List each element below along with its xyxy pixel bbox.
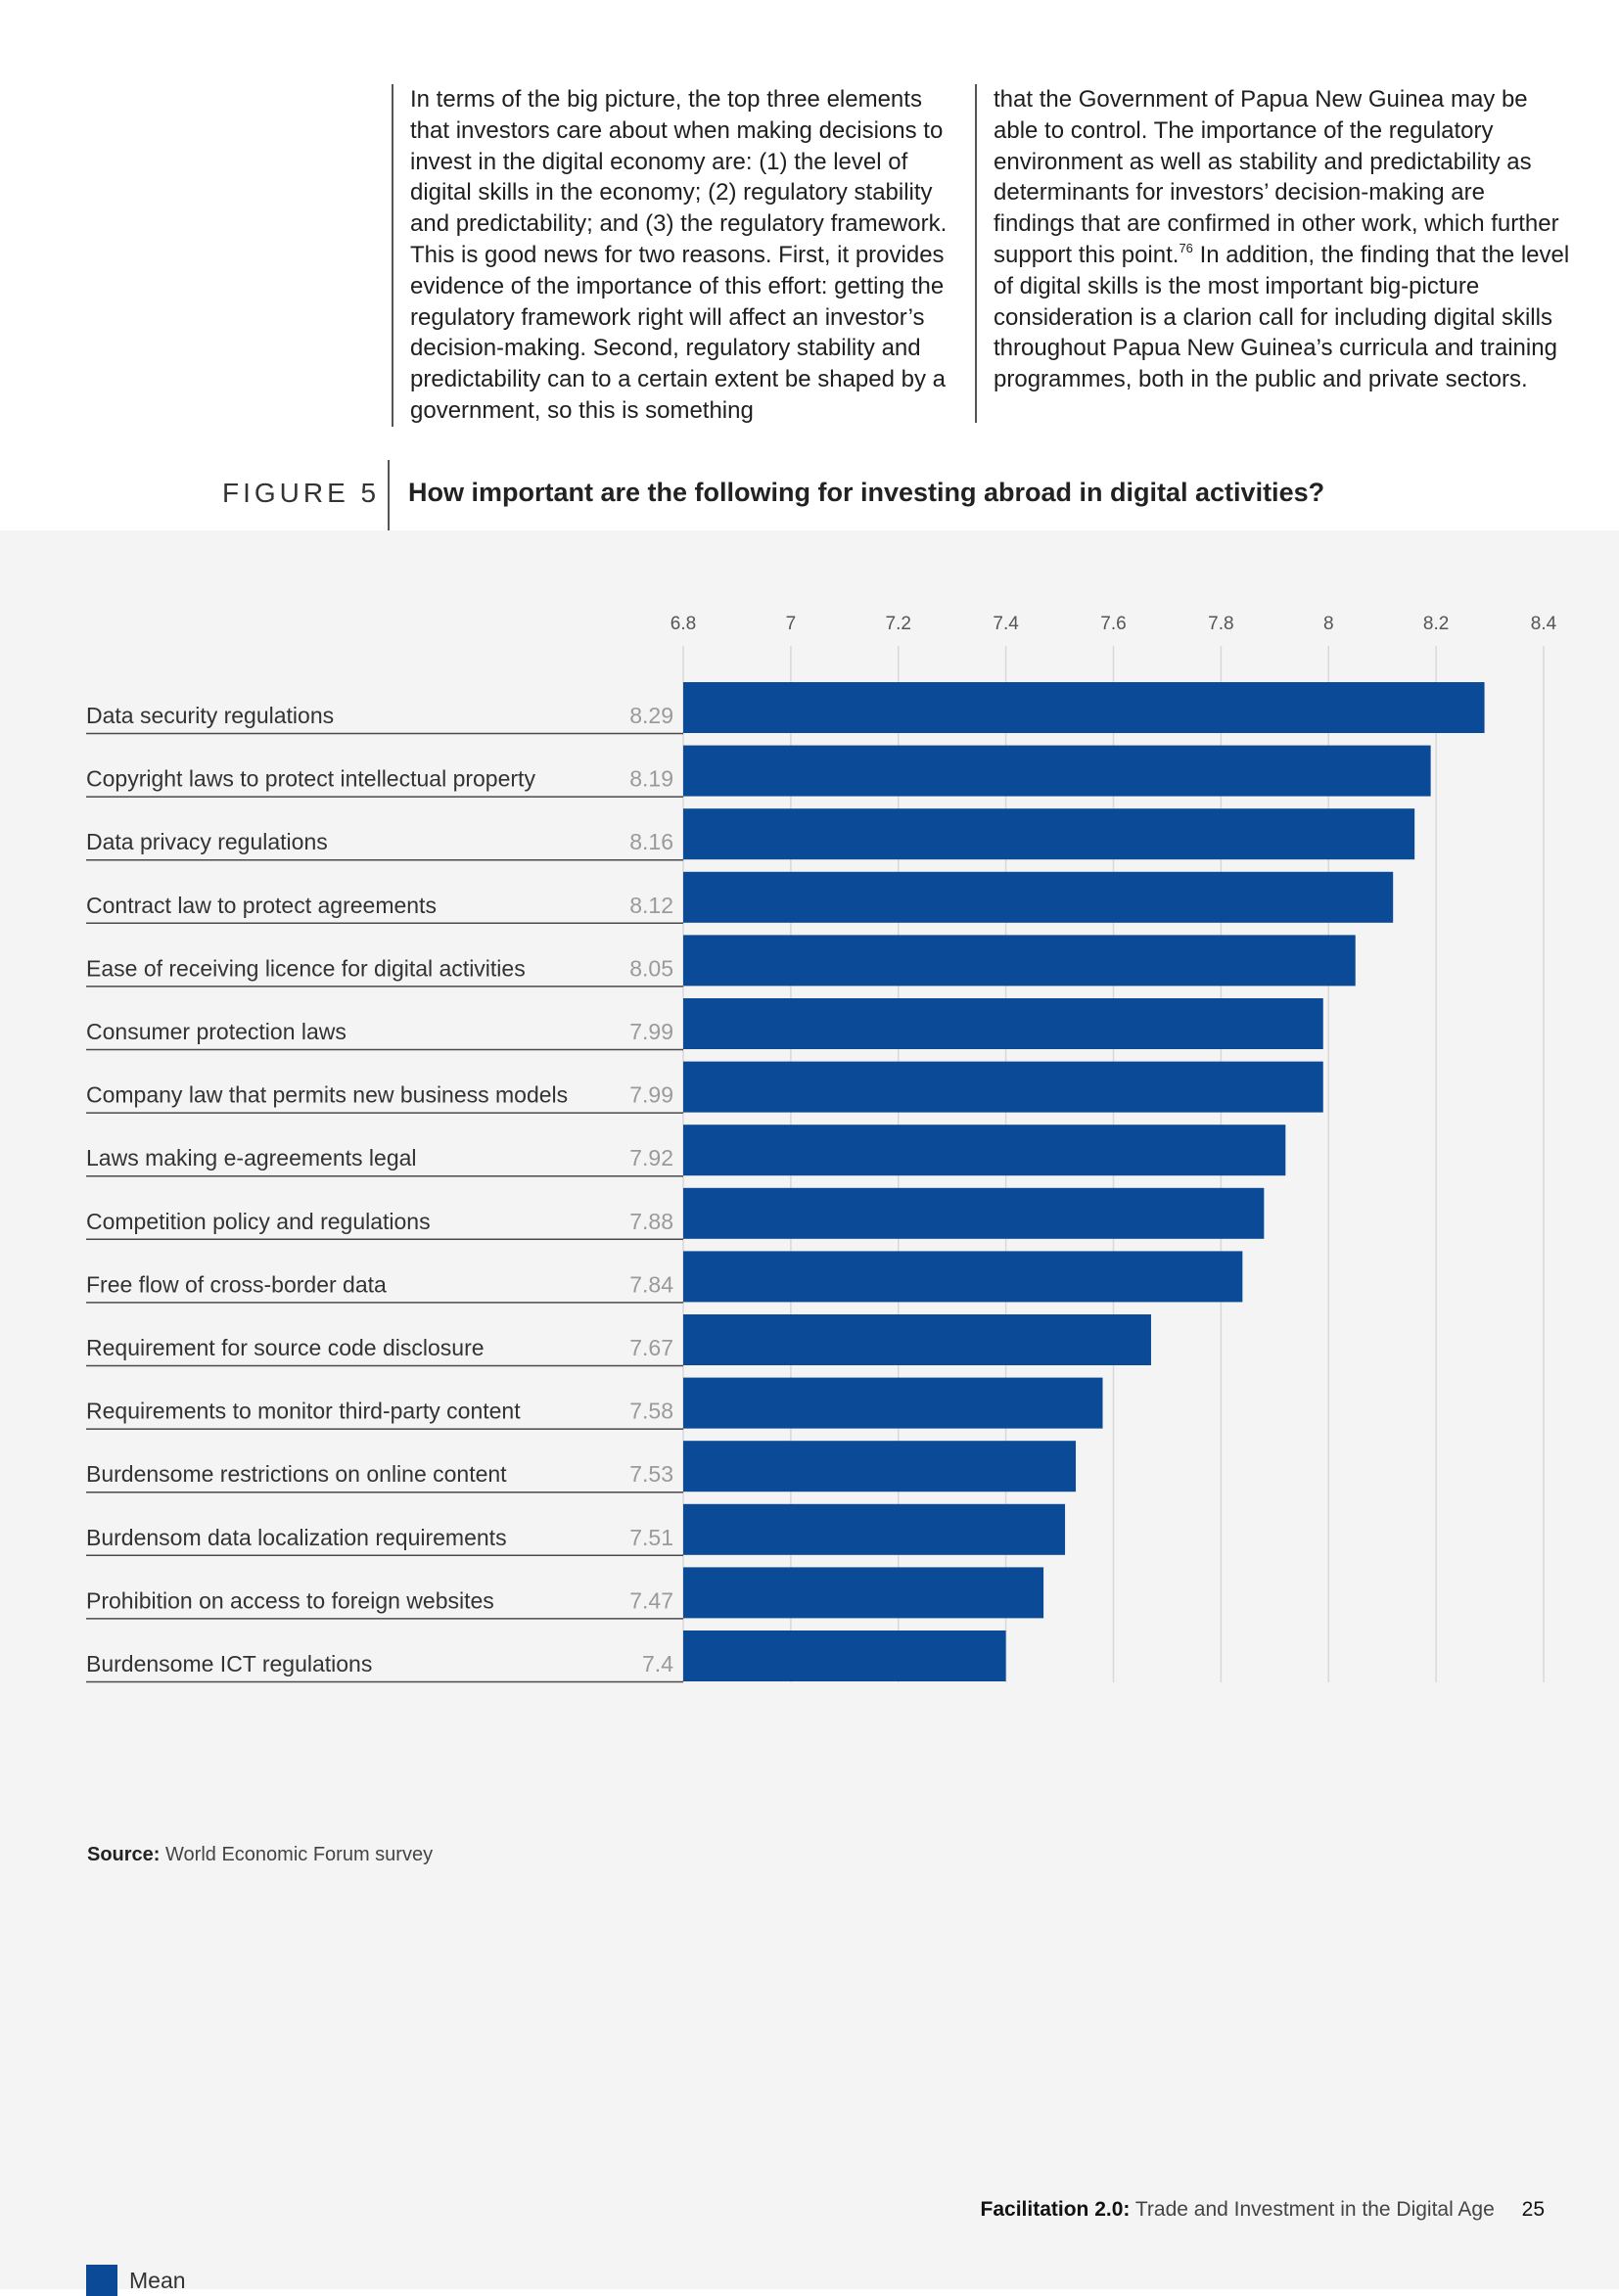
- x-tick-label: 7.8: [1208, 614, 1233, 634]
- value-label: 7.99: [629, 1082, 673, 1108]
- value-label: 7.58: [629, 1399, 673, 1424]
- x-tick-label: 8.4: [1531, 614, 1557, 634]
- x-tick-label: 8.2: [1423, 614, 1449, 634]
- bar: [683, 1061, 1323, 1113]
- footer-publication-bold: Facilitation 2.0:: [980, 2198, 1131, 2221]
- body-text-column-1: In terms of the big picture, the top thr…: [392, 84, 958, 427]
- category-label: Requirement for source code disclosure: [86, 1335, 485, 1360]
- value-label: 8.05: [629, 955, 673, 981]
- category-label: Burdensom data localization requirements: [86, 1525, 507, 1550]
- chart-panel: 6.8 7 7.2 7.4 7.6 7.8 8 8.2 8.4 Data security reg…: [0, 530, 1619, 2296]
- x-tick-label: 7.6: [1100, 614, 1126, 634]
- value-label: 7.4: [642, 1651, 673, 1676]
- page-number: 25: [1521, 2198, 1545, 2221]
- value-label: 8.12: [629, 893, 673, 918]
- bar: [683, 1187, 1265, 1239]
- x-tick-label: 7: [786, 614, 797, 634]
- figure-divider: [388, 460, 390, 530]
- value-label: 7.47: [629, 1587, 673, 1613]
- value-label: 7.51: [629, 1525, 673, 1550]
- footer-publication-title: Trade and Investment in the Digital Age: [1134, 2198, 1495, 2221]
- footnote-ref: 76: [1179, 240, 1193, 255]
- bar: [683, 871, 1394, 923]
- x-tick-label: 7.4: [993, 614, 1019, 634]
- bar: [683, 808, 1415, 860]
- category-label: Prohibition on access to foreign website…: [86, 1587, 494, 1613]
- figure-label: FIGURE 5: [222, 478, 381, 508]
- category-label: Consumer protection laws: [86, 1019, 347, 1044]
- category-label: Data security regulations: [86, 703, 334, 728]
- value-label: 8.19: [629, 766, 673, 792]
- body-text-col1: In terms of the big picture, the top thr…: [410, 86, 948, 424]
- body-text-col2-part1: that the Government of Papua New Guinea …: [994, 86, 1559, 268]
- bar: [683, 1314, 1151, 1365]
- page-footer: Facilitation 2.0: Trade and Investment i…: [981, 2198, 1545, 2222]
- bar: [683, 682, 1485, 733]
- source-note: Source: World Economic Forum survey: [87, 1844, 433, 1866]
- bar: [683, 745, 1431, 797]
- category-label: Requirements to monitor third-party cont…: [86, 1399, 521, 1424]
- category-label: Company law that permits new business mo…: [86, 1082, 568, 1108]
- value-label: 7.84: [629, 1271, 673, 1297]
- bar: [683, 1567, 1044, 1619]
- category-label: Competition policy and regulations: [86, 1209, 431, 1234]
- x-tick-label: 7.2: [886, 614, 911, 634]
- bar: [683, 1377, 1103, 1429]
- value-label: 7.99: [629, 1019, 673, 1044]
- value-label: 8.29: [629, 703, 673, 728]
- value-label: 7.92: [629, 1145, 673, 1171]
- category-label: Copyright laws to protect intellectual p…: [86, 766, 535, 792]
- bar: [683, 1251, 1243, 1303]
- category-label: Free flow of cross-border data: [86, 1271, 387, 1297]
- bar: [683, 998, 1323, 1049]
- category-label: Ease of receiving licence for digital ac…: [86, 955, 526, 981]
- bar: [683, 1503, 1066, 1555]
- source-text: World Economic Forum survey: [165, 1844, 434, 1865]
- category-label: Burdensome ICT regulations: [86, 1651, 372, 1676]
- body-text-column-2: that the Government of Papua New Guinea …: [975, 84, 1571, 423]
- body-text-col2-part2: In addition, the finding that the level …: [994, 241, 1570, 393]
- value-label: 7.67: [629, 1335, 673, 1360]
- category-label: Burdensome restrictions on online conten…: [86, 1461, 507, 1487]
- bar: [683, 1630, 1006, 1681]
- category-label: Data privacy regulations: [86, 829, 328, 854]
- value-label: 7.88: [629, 1209, 673, 1234]
- category-label: Laws making e-agreements legal: [86, 1145, 417, 1171]
- x-tick-label: 8: [1323, 614, 1334, 634]
- bar: [683, 935, 1356, 987]
- bar: [683, 1441, 1077, 1492]
- value-label: 8.16: [629, 829, 673, 854]
- x-tick-label: 6.8: [671, 614, 696, 634]
- bar: [683, 1125, 1286, 1176]
- legend-swatch-mean: [86, 2265, 117, 2296]
- legend-label-mean: Mean: [129, 2268, 186, 2293]
- figure-title: How important are the following for inve…: [408, 478, 1325, 507]
- value-label: 7.53: [629, 1461, 673, 1487]
- source-label: Source:: [87, 1844, 161, 1865]
- category-label: Contract law to protect agreements: [86, 893, 437, 918]
